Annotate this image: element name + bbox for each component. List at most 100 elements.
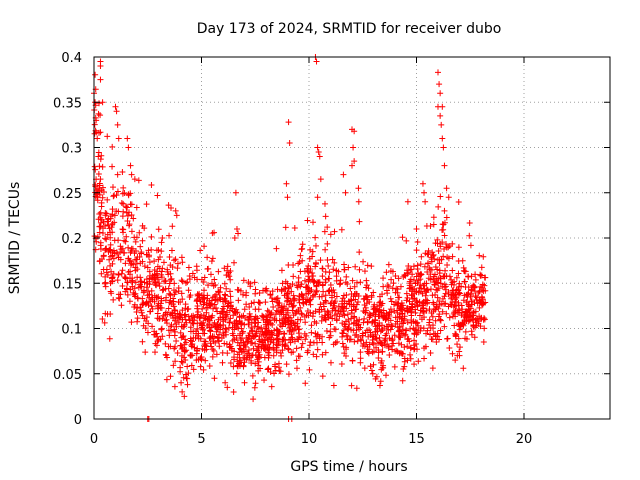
data-point: [255, 319, 262, 326]
data-point: [467, 305, 474, 312]
data-point: [216, 295, 223, 302]
data-point: [455, 270, 462, 277]
data-point: [171, 317, 178, 324]
data-point: [125, 244, 132, 251]
data-point: [232, 189, 239, 196]
data-point: [383, 330, 390, 337]
y-tick-label: 0.2: [61, 232, 82, 247]
data-point: [376, 382, 383, 389]
data-point: [357, 324, 364, 331]
data-point: [352, 263, 359, 270]
data-point: [293, 357, 300, 364]
data-point: [405, 335, 412, 342]
data-point: [427, 331, 434, 338]
data-point: [479, 296, 486, 303]
data-point: [136, 229, 143, 236]
data-point: [349, 277, 356, 284]
data-point: [394, 324, 401, 331]
data-point: [417, 270, 424, 277]
data-point: [226, 341, 233, 348]
data-point: [280, 330, 287, 337]
data-point: [213, 351, 220, 358]
data-point: [416, 312, 423, 319]
data-point: [178, 323, 185, 330]
data-point: [323, 327, 330, 334]
data-point: [332, 326, 339, 333]
data-point: [434, 294, 441, 301]
data-point: [329, 307, 336, 314]
data-point: [174, 265, 181, 272]
data-point: [248, 357, 255, 364]
data-point: [148, 233, 155, 240]
data-point: [387, 295, 394, 302]
data-point: [241, 359, 248, 366]
data-point: [422, 198, 429, 205]
data-point: [344, 326, 351, 333]
data-point: [141, 263, 148, 270]
data-point: [407, 355, 414, 362]
data-point: [374, 305, 381, 312]
data-point: [159, 234, 166, 241]
data-point: [353, 385, 360, 392]
data-point: [461, 292, 468, 299]
data-point: [299, 241, 306, 248]
data-point: [270, 345, 277, 352]
data-point: [167, 343, 174, 350]
data-point: [138, 249, 145, 256]
data-point: [112, 103, 119, 110]
data-point: [173, 321, 180, 328]
data-point: [337, 277, 344, 284]
data-point: [284, 194, 291, 201]
data-point: [95, 171, 102, 178]
data-point: [269, 330, 276, 337]
axis-ticks: [93, 56, 610, 420]
data-point: [304, 267, 311, 274]
data-point: [257, 300, 264, 307]
data-point: [382, 335, 389, 342]
data-point: [285, 285, 292, 292]
data-point: [425, 275, 432, 282]
data-point: [130, 215, 137, 222]
data-point: [298, 344, 305, 351]
data-point: [168, 247, 175, 254]
data-point: [172, 328, 179, 335]
data-point: [134, 318, 141, 325]
data-point: [168, 300, 175, 307]
data-point: [210, 305, 217, 312]
data-point: [357, 349, 364, 356]
data-point: [178, 358, 185, 365]
data-point: [100, 253, 107, 260]
data-point: [168, 204, 175, 211]
data-point: [94, 135, 101, 142]
data-point: [246, 304, 253, 311]
data-point: [106, 335, 113, 342]
data-point: [335, 307, 342, 314]
data-point: [160, 259, 167, 266]
data-point: [237, 321, 244, 328]
data-point: [373, 335, 380, 342]
data-point: [290, 302, 297, 309]
data-point: [109, 163, 116, 170]
data-point: [92, 71, 99, 78]
data-point: [417, 261, 424, 268]
data-point: [278, 267, 285, 274]
data-point: [312, 259, 319, 266]
data-point: [273, 341, 280, 348]
data-point: [102, 273, 109, 280]
data-point: [439, 308, 446, 315]
data-point: [98, 270, 105, 277]
data-point: [262, 337, 269, 344]
data-point: [264, 366, 271, 373]
data-point: [96, 229, 103, 236]
data-point: [154, 192, 161, 199]
data-point: [173, 212, 180, 219]
data-point: [303, 299, 310, 306]
data-point: [451, 302, 458, 309]
data-point: [139, 312, 146, 319]
data-point: [449, 253, 456, 260]
data-point: [132, 238, 139, 245]
data-point: [390, 340, 397, 347]
data-point: [173, 337, 180, 344]
data-point: [182, 311, 189, 318]
data-point: [455, 244, 462, 251]
